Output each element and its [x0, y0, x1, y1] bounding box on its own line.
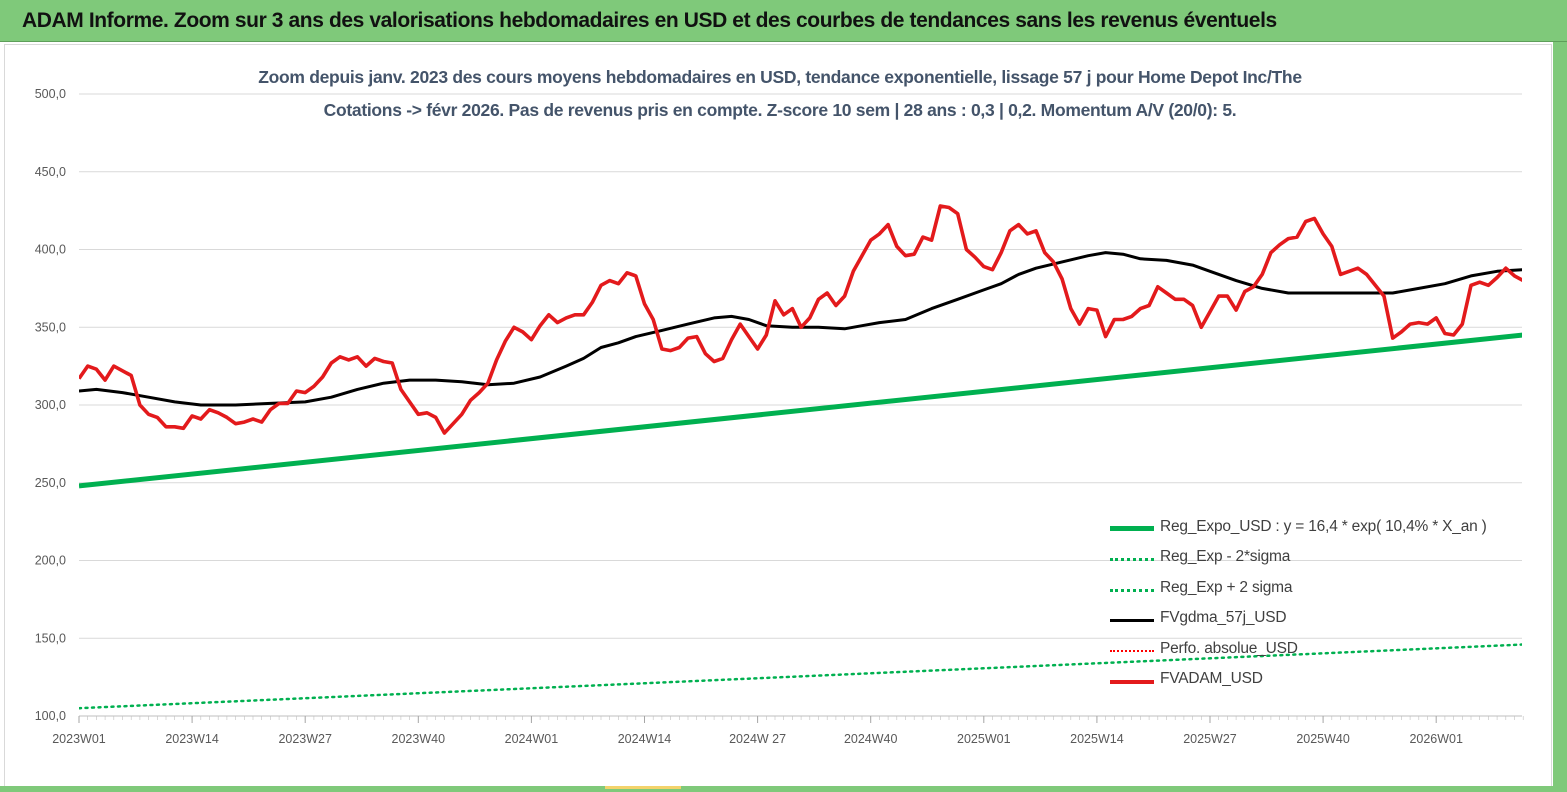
- x-tick-label: 2025W40: [1296, 732, 1350, 746]
- x-tick-label: 2025W14: [1070, 732, 1124, 746]
- legend-swatch-solid-green: [1110, 526, 1154, 531]
- legend-swatch-dotted-red: [1110, 649, 1154, 652]
- legend-item-fvadam: FVADAM_USD: [1110, 667, 1530, 697]
- y-tick-label: 450,0: [35, 165, 66, 179]
- report-banner: ADAM Informe. Zoom sur 3 ans des valoris…: [0, 0, 1567, 42]
- x-tick-label: 2025W01: [957, 732, 1011, 746]
- series-group: [79, 0, 1523, 710]
- y-tick-label: 500,0: [35, 87, 66, 101]
- x-tick-label: 2023W14: [165, 732, 219, 746]
- series-line-1: [79, 643, 1522, 710]
- x-tick-label: 2025W27: [1183, 732, 1237, 746]
- series-line-0: [79, 332, 1522, 489]
- x-tick-label: 2023W01: [52, 732, 106, 746]
- x-tick-label: 2024W40: [844, 732, 898, 746]
- legend-label: Reg_Exp + 2 sigma: [1160, 578, 1293, 596]
- x-tick-label: 2026W01: [1409, 732, 1463, 746]
- legend-item-reg-exp-plus: Reg_Exp + 2 sigma: [1110, 576, 1530, 606]
- y-tick-label: 300,0: [35, 398, 66, 412]
- x-tick-label: 2024W 27: [729, 732, 786, 746]
- chart-legend: Reg_Expo_USD : y = 16,4 * exp( 10,4% * X…: [1110, 515, 1530, 697]
- chart-title-line-2: Cotations -> févr 2026. Pas de revenus p…: [323, 100, 1237, 120]
- y-tick-label: 150,0: [35, 631, 66, 645]
- y-tick-label: 350,0: [35, 320, 66, 334]
- x-tick-label: 2024W01: [505, 732, 559, 746]
- chart-title-line-1: Zoom depuis janv. 2023 des cours moyens …: [258, 67, 1302, 87]
- x-tick-label: 2023W40: [392, 732, 446, 746]
- legend-swatch-black: [1110, 619, 1154, 623]
- y-tick-label: 400,0: [35, 243, 66, 257]
- legend-label: FVgdma_57j_USD: [1160, 609, 1287, 627]
- legend-label: Perfo. absolue_USD: [1160, 639, 1298, 657]
- bottom-accent-mark: [605, 786, 681, 789]
- legend-item-perfo-absolue: Perfo. absolue_USD: [1110, 637, 1530, 667]
- legend-label: Reg_Exp - 2*sigma: [1160, 548, 1291, 566]
- legend-label: Reg_Expo_USD : y = 16,4 * exp( 10,4% * X…: [1160, 518, 1487, 535]
- right-border-strip: [1553, 42, 1567, 792]
- legend-item-reg-expo: Reg_Expo_USD : y = 16,4 * exp( 10,4% * X…: [1110, 515, 1530, 545]
- x-tick-label: 2024W14: [618, 732, 672, 746]
- series-line-3: [79, 251, 1522, 407]
- y-tick-label: 200,0: [35, 554, 66, 568]
- legend-item-reg-exp-minus: Reg_Exp - 2*sigma: [1110, 545, 1530, 575]
- series-line-5: [79, 204, 1522, 435]
- y-tick-label: 250,0: [35, 476, 66, 490]
- report-title: ADAM Informe. Zoom sur 3 ans des valoris…: [22, 9, 1277, 32]
- series-line-2: [79, 0, 1523, 69]
- legend-label: FVADAM_USD: [1160, 669, 1263, 687]
- legend-swatch-dotted-green: [1110, 558, 1154, 562]
- legend-swatch-dotted-green: [1110, 588, 1154, 592]
- legend-item-fvgdma: FVgdma_57j_USD: [1110, 606, 1530, 636]
- y-tick-label: 100,0: [35, 709, 66, 723]
- bottom-border-strip: [0, 786, 1553, 792]
- legend-swatch-red: [1110, 679, 1154, 684]
- x-tick-label: 2023W27: [278, 732, 332, 746]
